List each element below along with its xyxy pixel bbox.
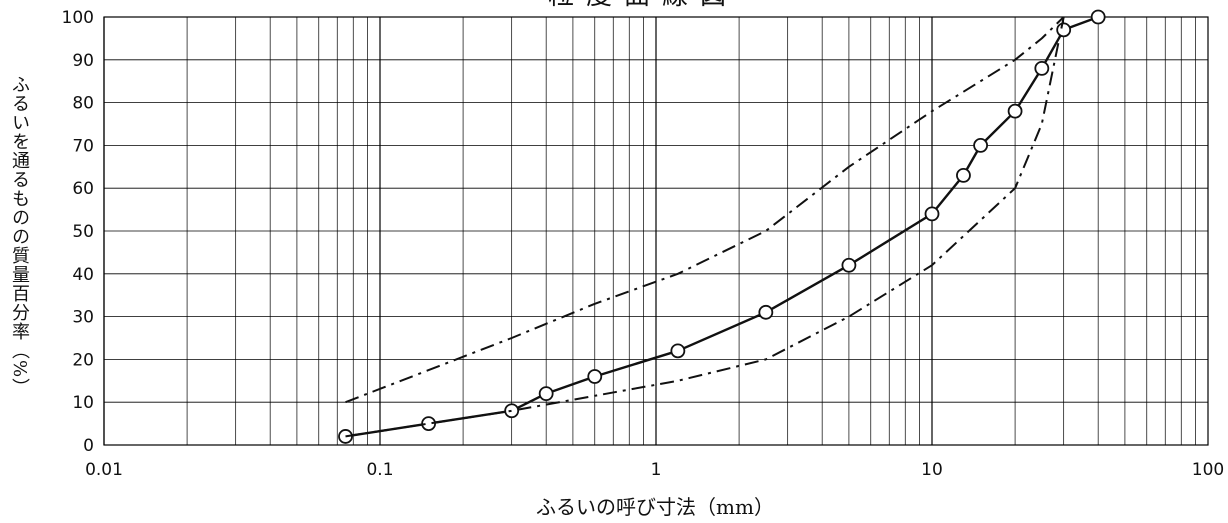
- data-point-marker: [1056, 22, 1072, 38]
- y-tick-label: 40: [72, 265, 94, 285]
- series-line-limit: [345, 16, 1065, 438]
- data-point-marker: [973, 137, 989, 153]
- y-tick-label: 0: [83, 436, 94, 456]
- y-tick-label: 30: [72, 308, 94, 328]
- x-tick-label: 0.1: [366, 460, 393, 480]
- y-tick-label: 70: [72, 136, 94, 156]
- data-point-marker: [1034, 60, 1050, 76]
- data-point-marker: [504, 403, 520, 419]
- y-tick-label: 100: [62, 8, 94, 28]
- data-point-marker: [1007, 103, 1023, 119]
- y-tick-label: 60: [72, 179, 94, 199]
- series-layer: [338, 9, 1106, 444]
- data-point-marker: [1090, 9, 1106, 25]
- chart-title: 粒度曲線図: [548, 0, 738, 11]
- y-tick-labels: 0 10 20 30 40 50 60 70 80 90 100: [62, 8, 94, 456]
- x-tick-label: 100: [1192, 460, 1224, 480]
- y-tick-label: 90: [72, 51, 94, 71]
- x-tick-labels: 0.01 0.1 1 10 100: [85, 460, 1224, 480]
- y-tick-label: 50: [72, 222, 94, 242]
- y-tick-label: 10: [72, 393, 94, 413]
- data-point-marker: [758, 304, 774, 320]
- data-point-marker: [670, 343, 686, 359]
- data-point-marker: [956, 167, 971, 183]
- x-tick-label: 10: [921, 460, 943, 480]
- y-tick-label: 20: [72, 350, 94, 370]
- data-point-marker: [924, 206, 940, 222]
- data-point-marker: [841, 257, 857, 273]
- plot-frame: [103, 16, 1209, 446]
- x-tick-label: 1: [651, 460, 662, 480]
- data-point-marker: [587, 369, 603, 384]
- data-point-marker: [538, 386, 554, 402]
- x-tick-label: 0.01: [85, 460, 123, 480]
- series-line-limit: [345, 16, 1065, 404]
- grid-major: [103, 16, 1208, 446]
- y-axis-label: ふるいを通るものの質量百分率（%）: [9, 75, 30, 398]
- y-tick-label: 80: [72, 94, 94, 114]
- x-axis-label: ふるいの呼び寸法（mm）: [536, 495, 774, 519]
- series-line-measured: [345, 15, 1099, 438]
